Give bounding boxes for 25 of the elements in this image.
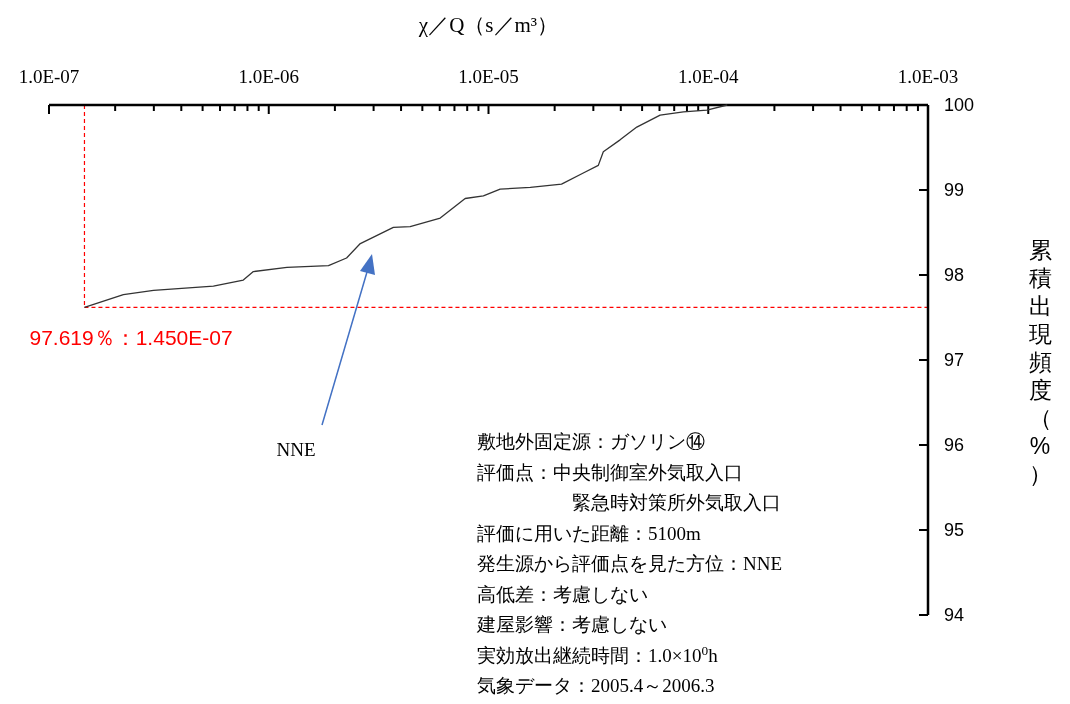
x-axis-title: χ／Q（s／m³）	[417, 13, 559, 37]
x-tick-label: 1.0E-03	[897, 66, 959, 87]
y-tick-label: 97	[944, 350, 965, 370]
annotation: NNE	[276, 439, 316, 460]
annotation: 高低差：考慮しない	[477, 583, 648, 605]
x-tick-label: 1.0E-04	[677, 66, 740, 87]
annotation: 評価点：中央制御室外気取入口	[477, 461, 743, 483]
text: 気象データ：2005.4～2006.3	[477, 675, 715, 696]
annotation: 敷地外固定源：ガソリン⑭	[477, 431, 705, 452]
annotation: 評価に用いた距離：5100m	[477, 522, 701, 544]
x-tick-label: 1.0E-06	[238, 66, 300, 87]
text: 実効放出継続時間：1.0×10$^{0}$h	[477, 642, 719, 666]
y-tick-label: 95	[944, 520, 965, 540]
y-tick-label: 96	[944, 435, 965, 455]
annotation: 緊急時対策所外気取入口	[477, 492, 781, 513]
x-tick-label: 1.0E-07	[18, 66, 80, 87]
annotation: 建屋影響：考慮しない	[476, 614, 667, 635]
annotation: 発生源から評価点を見た方位：NNE	[477, 553, 783, 574]
x-tick-label: 1.0E-05	[458, 66, 519, 87]
annotation: 97.619％：1.450E-07	[29, 326, 233, 350]
y-tick-label: 99	[944, 180, 965, 200]
text: 累積出現頻度（%）	[1028, 237, 1052, 487]
y-tick-label: 98	[944, 265, 965, 285]
y-tick-label: 100	[944, 95, 975, 115]
y-tick-label: 94	[944, 605, 965, 625]
